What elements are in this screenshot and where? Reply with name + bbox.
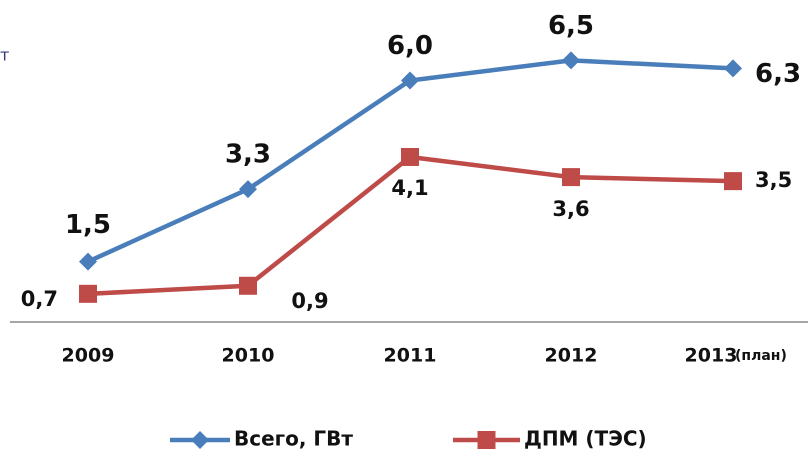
- chart-title: т: [0, 46, 9, 65]
- point: [191, 431, 209, 449]
- data-label: 6,0: [387, 31, 433, 61]
- data-label: 6,3: [755, 59, 801, 89]
- data-label: 3,6: [552, 197, 589, 221]
- point: [562, 168, 580, 187]
- point: [79, 252, 97, 271]
- x-tick-label: 2011: [384, 345, 437, 367]
- point: [79, 284, 97, 303]
- data-label: 4,1: [391, 176, 428, 200]
- point: [239, 276, 257, 295]
- data-label: 0,9: [291, 289, 328, 313]
- point: [724, 172, 742, 191]
- point: [562, 51, 580, 70]
- x-tick-label: 2009: [62, 345, 115, 367]
- legend-label: Всего, ГВт: [234, 427, 353, 451]
- point: [401, 147, 419, 166]
- x-tick-label: 2013: [685, 345, 738, 367]
- data-label: 0,7: [21, 287, 58, 311]
- data-label: 6,5: [548, 11, 594, 41]
- x-tick-label: 2012: [545, 345, 598, 367]
- point: [477, 431, 496, 449]
- data-label: 1,5: [65, 210, 111, 240]
- point: [724, 59, 742, 78]
- x-tick-label: 2010: [222, 345, 275, 367]
- data-label: 3,3: [225, 140, 271, 170]
- legend-label: ДПМ (ТЭС): [524, 427, 647, 451]
- point: [239, 180, 257, 199]
- x-tick-note: (план): [735, 348, 787, 364]
- data-label: 3,5: [755, 168, 792, 192]
- point: [401, 71, 419, 90]
